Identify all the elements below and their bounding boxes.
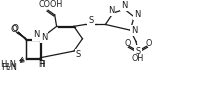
Text: H̅: H̅	[39, 60, 45, 69]
Text: N: N	[130, 26, 137, 35]
Text: S: S	[76, 50, 81, 59]
Text: COOH: COOH	[39, 0, 63, 9]
Text: OH: OH	[131, 54, 143, 63]
Text: O: O	[145, 39, 151, 48]
Text: N: N	[41, 33, 47, 42]
Text: N: N	[133, 9, 139, 18]
Text: O: O	[10, 25, 17, 34]
Text: O: O	[12, 24, 19, 33]
Text: H̅: H̅	[38, 60, 44, 69]
Text: N: N	[33, 30, 40, 39]
Text: S: S	[88, 16, 93, 25]
Text: H₂N: H₂N	[1, 63, 17, 72]
Text: N: N	[121, 1, 127, 10]
Text: O: O	[124, 39, 130, 48]
Text: S: S	[135, 47, 140, 56]
Text: N: N	[107, 6, 114, 15]
Text: H₂N: H₂N	[0, 60, 16, 69]
